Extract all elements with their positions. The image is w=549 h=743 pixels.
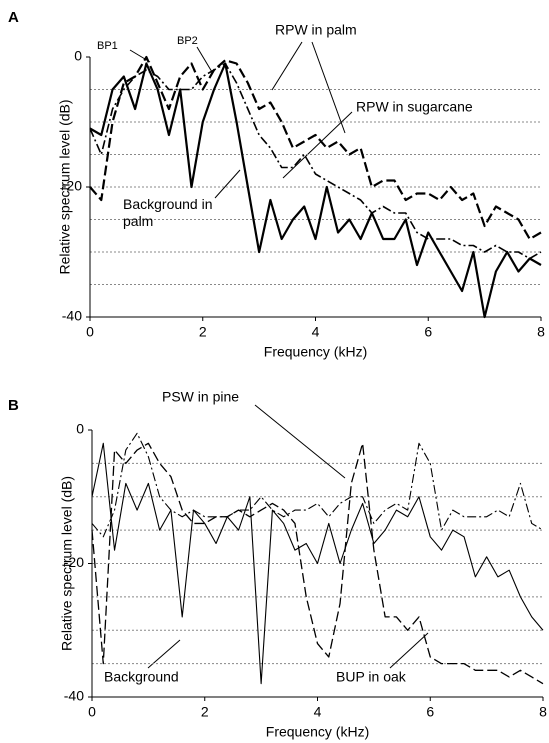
x-axis-label: Frequency (kHz) [264,344,367,360]
x-tick-label: 4 [314,704,322,720]
panel-letter: B [8,397,19,414]
y-tick-label: -20 [62,178,82,194]
x-tick-label: 8 [539,704,547,720]
series-label: RPW in sugarcane [356,99,473,115]
series-line [89,62,542,319]
x-tick-label: 2 [201,704,209,720]
series-label: Background [104,669,179,685]
series-label: RPW in palm [275,22,357,38]
series-line [91,442,544,685]
series-line [89,62,542,260]
y-axis-label: Relative spectrum level (dB) [57,99,73,274]
series-label: BUP in oak [336,669,407,685]
annotation: BP2 [177,35,198,47]
y-tick-label: 0 [74,48,82,64]
annotation: BP1 [97,40,118,52]
series-label: Background in palm [123,196,213,229]
x-tick-label: 8 [537,324,545,340]
y-tick-label: 0 [76,421,84,437]
series-line [91,432,544,538]
x-tick-label: 0 [86,324,94,340]
series-line [91,442,544,685]
y-tick-label: -40 [62,308,82,324]
y-tick-label: -40 [64,688,84,704]
x-tick-label: 2 [199,324,207,340]
x-tick-label: 6 [424,324,432,340]
x-tick-label: 4 [312,324,320,340]
y-tick-label: -20 [64,554,84,570]
arrows [129,41,429,669]
series-label: PSW in pine [162,389,239,405]
panel-letter: A [8,9,19,26]
series-line [89,55,542,241]
x-axis-label: Frequency (kHz) [266,724,369,740]
x-tick-label: 6 [426,704,434,720]
y-axis-label: Relative spectrum level (dB) [59,476,75,651]
x-tick-label: 0 [88,704,96,720]
